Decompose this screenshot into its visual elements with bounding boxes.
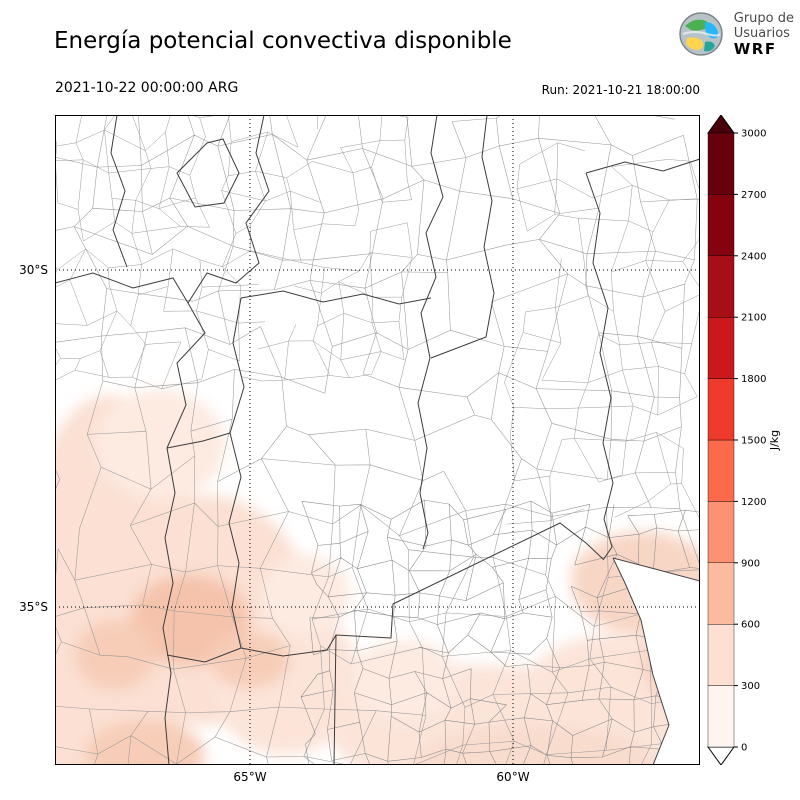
graticule <box>55 115 700 765</box>
map-frame <box>55 115 700 765</box>
globe-icon <box>679 12 723 56</box>
province-borders <box>56 116 699 764</box>
wrf-logo: Grupo de Usuarios WRF <box>677 10 794 58</box>
colorbar-tick-label: 2100 <box>741 313 766 324</box>
colorbar-segment <box>707 255 735 318</box>
lon-label-65w: 65°W <box>233 770 267 784</box>
logo-text: Grupo de Usuarios WRF <box>734 11 794 57</box>
page-title: Energía potencial convectiva disponible <box>54 28 512 54</box>
colorbar-tick-label: 900 <box>741 558 760 569</box>
water-mask <box>612 557 699 764</box>
coastline <box>612 557 670 764</box>
logo-wrf: WRF <box>733 40 777 58</box>
river-shore <box>612 557 699 582</box>
colorbar-segment <box>707 316 735 379</box>
colorbar-segment <box>707 562 735 625</box>
colorbar-unit-label: J/kg <box>768 430 781 451</box>
colorbar-segment <box>707 132 735 195</box>
colorbar: 0 300 600 900 1200 1500 1800 2100 2400 2700 3000 J/… <box>707 115 781 765</box>
valid-time-label: 2021-10-22 00:00:00 ARG <box>55 80 239 96</box>
colorbar-under-arrow <box>707 746 735 765</box>
colorbar-tick-label: 1500 <box>741 436 766 447</box>
colorbar-segment <box>707 439 735 502</box>
run-time-label: Run: 2021-10-21 18:00:00 <box>541 83 700 97</box>
lat-label-30s: 30°S <box>19 263 48 277</box>
colorbar-segment <box>707 194 735 257</box>
colorbar-segment <box>707 624 735 686</box>
map-canvas <box>55 115 700 765</box>
colorbar-segment <box>707 378 735 441</box>
colorbar-segment <box>707 501 735 563</box>
logo-line2: Usuarios <box>733 26 790 41</box>
colorbar-tick-label: 2700 <box>741 190 766 201</box>
colorbar-tick-label: 1800 <box>741 374 766 385</box>
colorbar-tick-label: 3000 <box>741 129 766 140</box>
colorbar-tick-label: 300 <box>741 681 760 692</box>
colorbar-tick-label: 1200 <box>741 497 766 508</box>
colorbar-segment <box>707 685 735 748</box>
colorbar-tick-label: 600 <box>741 620 760 631</box>
lon-label-60w: 60°W <box>496 770 530 784</box>
logo-line1: Grupo de <box>733 11 794 26</box>
lat-label-35s: 35°S <box>19 600 48 614</box>
colorbar-over-arrow <box>707 115 735 134</box>
colorbar-tick-label: 0 <box>741 743 747 754</box>
department-boundaries <box>56 116 699 764</box>
colorbar-tick-label: 2400 <box>741 251 766 262</box>
